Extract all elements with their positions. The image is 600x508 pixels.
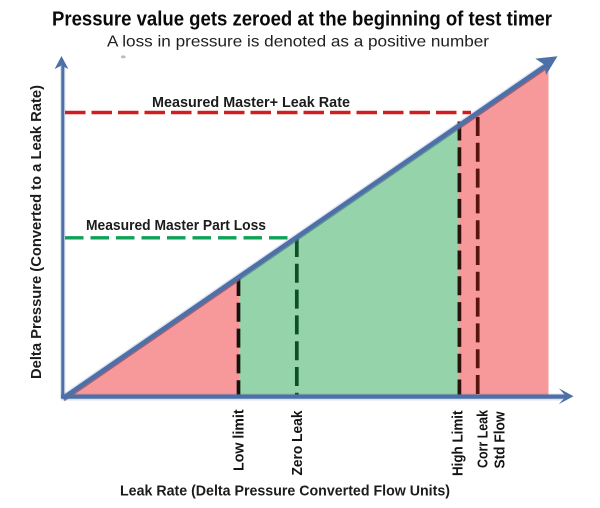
svg-text:Pressure value gets zeroed at: Pressure value gets zeroed at the beginn… xyxy=(52,9,552,31)
svg-text:Measured Master+ Leak Rate: Measured Master+ Leak Rate xyxy=(152,94,350,111)
svg-text:Corr Leak: Corr Leak xyxy=(475,409,492,468)
svg-text:Low limit: Low limit xyxy=(231,409,248,471)
svg-text:Std Flow: Std Flow xyxy=(492,411,509,468)
svg-text:Measured Master Part Loss: Measured Master Part Loss xyxy=(86,217,266,234)
svg-text:A loss in pressure is denoted: A loss in pressure is denoted as a posit… xyxy=(107,34,490,51)
svg-text:Leak Rate (Delta Pressure Conv: Leak Rate (Delta Pressure Converted Flow… xyxy=(120,483,450,500)
svg-text:Zero Leak: Zero Leak xyxy=(289,410,306,476)
svg-text:Delta Pressure (Converted to a: Delta Pressure (Converted to a Leak Rate… xyxy=(29,85,45,379)
svg-text:High Limit: High Limit xyxy=(450,411,467,477)
